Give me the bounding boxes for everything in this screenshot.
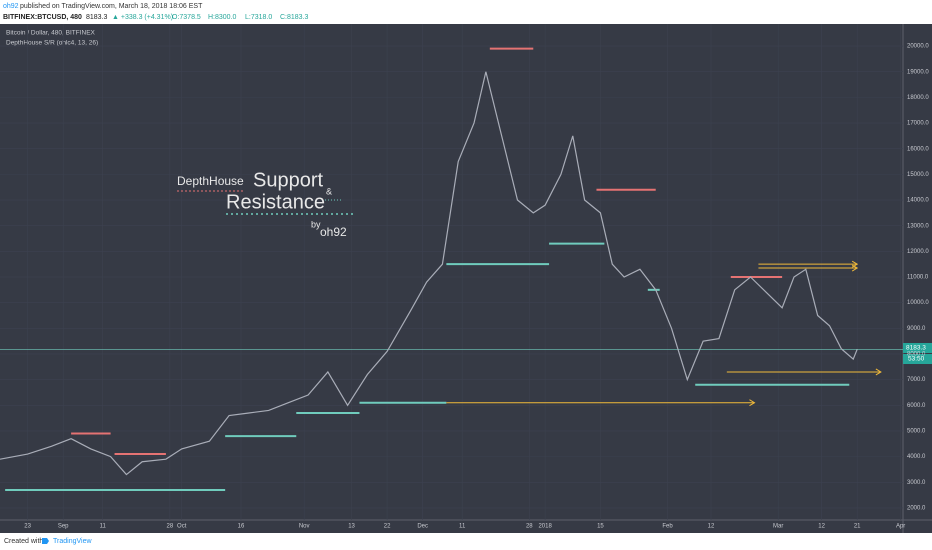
series-title: Bitcoin / Dollar, 480, BITFINEX — [6, 30, 96, 37]
support-word: Support — [253, 169, 323, 191]
price-tag-text: 8183.3 — [906, 345, 926, 352]
chart-background — [0, 24, 932, 533]
y-tick-label: 14000.0 — [907, 198, 929, 204]
x-tick-label: 12 — [708, 524, 715, 530]
x-tick-label: 21 — [854, 524, 861, 530]
last-price: 8183.3 — [86, 14, 108, 21]
x-tick-label: 12 — [818, 524, 825, 530]
footer-brand[interactable]: TradingView — [53, 538, 92, 545]
low: L:7318.0 — [245, 14, 272, 21]
y-tick-label: 18000.0 — [907, 95, 929, 101]
footer — [0, 533, 932, 550]
arrow-head — [851, 264, 859, 272]
header-bar — [0, 0, 932, 24]
x-tick-label: 23 — [24, 524, 31, 530]
x-tick-label: Oct — [177, 524, 187, 530]
x-tick-label: 22 — [384, 524, 391, 530]
arrow-head — [749, 399, 756, 407]
x-tick-label: 15 — [597, 524, 604, 530]
change: ▲ +338.3 (+4.31%) — [112, 14, 173, 21]
y-tick-label: 11000.0 — [907, 275, 929, 281]
amp: & — [326, 186, 332, 196]
high: H:8300.0 — [208, 14, 237, 21]
y-tick-label: 16000.0 — [907, 146, 929, 152]
symbol[interactable]: BITFINEX:BTCUSD, 480 — [3, 14, 82, 21]
y-tick-label: 12000.0 — [907, 249, 929, 255]
y-tick-label: 15000.0 — [907, 172, 929, 178]
close: C:8183.3 — [280, 14, 309, 21]
brand-text: DepthHouse — [177, 174, 244, 188]
x-tick-label: 28 — [167, 524, 174, 530]
price-line — [0, 71, 858, 476]
overlay-author: oh92 — [320, 225, 347, 239]
x-tick-label: 28 — [526, 524, 533, 530]
x-tick-label: 11 — [459, 524, 466, 530]
x-tick-label: Apr — [896, 524, 905, 530]
x-tick-label: Feb — [662, 524, 673, 530]
y-tick-label: 13000.0 — [907, 223, 929, 229]
plot — [0, 24, 903, 520]
y-tick-label: 20000.0 — [907, 44, 929, 50]
x-tick-label: 11 — [100, 524, 107, 530]
author[interactable]: oh92 — [3, 3, 19, 10]
x-tick-label: 13 — [348, 524, 355, 530]
tv-logo — [42, 538, 49, 544]
y-tick-label: 2000.0 — [907, 506, 926, 512]
y-tick-label: 10000.0 — [907, 300, 929, 306]
price-tag — [903, 343, 932, 353]
y-tick-label: 19000.0 — [907, 69, 929, 75]
y-tick-label: 17000.0 — [907, 121, 929, 127]
x-tick-label: Dec — [417, 524, 428, 530]
y-tick-label: 4000.0 — [907, 454, 926, 460]
x-tick-label: Sep — [58, 524, 69, 530]
open: O:7378.5 — [172, 14, 201, 21]
y-tick-label: 9000.0 — [907, 326, 926, 332]
x-tick-label: 16 — [238, 524, 245, 530]
arrow-head — [875, 368, 882, 376]
y-tick-label: 6000.0 — [907, 403, 926, 409]
x-tick-label: 2018 — [538, 524, 552, 530]
published: published on TradingView.com, March 18, … — [20, 3, 203, 10]
y-tick-label: 5000.0 — [907, 429, 926, 435]
y-tick-label: 3000.0 — [907, 480, 926, 486]
y-tick-label: 7000.0 — [907, 377, 926, 383]
by: by — [311, 219, 321, 229]
countdown-tag — [903, 354, 932, 364]
y-tick-label: 8000.0 — [907, 352, 926, 358]
indicator-title: DepthHouse S/R (ohlc4, 13, 26) — [6, 40, 98, 47]
x-tick-label: Nov — [299, 524, 310, 530]
footer-created: Created with — [4, 538, 43, 545]
x-tick-label: Mar — [773, 524, 783, 530]
countdown-text: 53:50 — [908, 356, 925, 363]
resistance-word: Resistance — [226, 191, 325, 213]
